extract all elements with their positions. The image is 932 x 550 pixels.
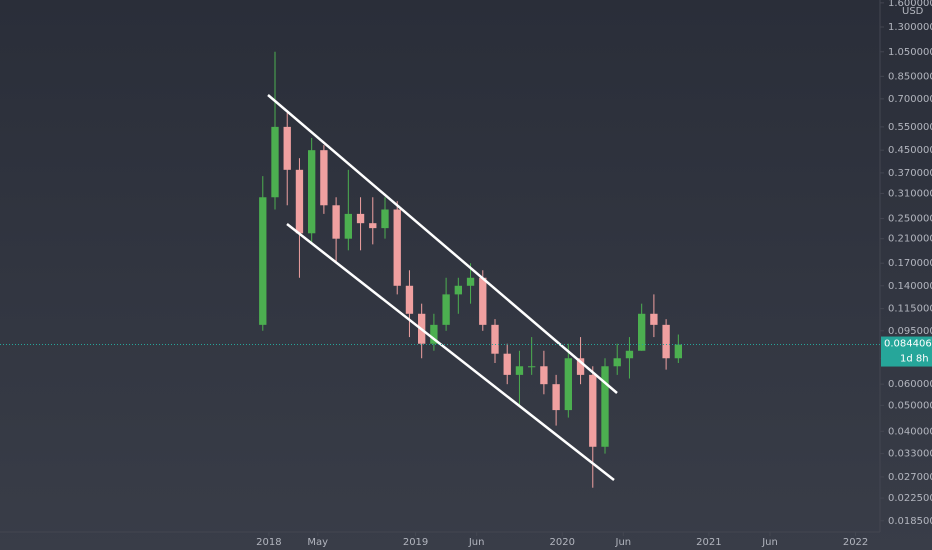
candle-body (589, 374, 597, 447)
y-tick-label: 0.01850000 (888, 516, 932, 527)
candle-body (295, 169, 304, 234)
y-tick-label: 1.30000000 (888, 22, 932, 33)
y-tick-label: 0.11500000 (888, 304, 932, 315)
y-tick-label: 0.14000000 (888, 281, 932, 292)
candle-body (552, 384, 560, 411)
candle-body (466, 277, 475, 286)
candle-body (515, 366, 524, 375)
candle-body (283, 126, 291, 170)
candle-body (638, 313, 646, 351)
y-tick-label: 0.31000000 (888, 188, 932, 199)
candle-body (308, 150, 316, 234)
y-tick-label: 0.25000000 (888, 213, 932, 224)
x-tick-label: 2020 (549, 537, 574, 548)
x-tick-label: 2018 (256, 537, 281, 548)
candle-body (491, 324, 499, 354)
x-tick-label: May (307, 537, 328, 548)
candle-body (454, 285, 462, 295)
y-tick-label: 0.02250000 (888, 493, 932, 504)
candle-body (564, 358, 572, 411)
y-tick-label: 1.60000000 (888, 0, 932, 9)
candle-body (650, 313, 658, 325)
candle-body (381, 209, 389, 229)
candle-body (271, 126, 279, 198)
last-price-label: 0.08440630 (884, 339, 932, 350)
y-tick-label: 1.05000000 (888, 47, 932, 58)
trend-line-lower (286, 223, 615, 481)
candle-body (528, 366, 536, 368)
candle-body (320, 150, 328, 206)
x-tick-label: 2019 (403, 537, 428, 548)
y-tick-label: 0.37000000 (888, 168, 932, 179)
candle-body (613, 358, 621, 367)
x-tick-label: 2022 (843, 537, 868, 548)
candle-body (344, 213, 352, 239)
candle-body (625, 350, 634, 359)
countdown-label: 1d 8h (900, 354, 929, 365)
y-tick-label: 0.09500000 (888, 326, 932, 337)
candle-body (503, 353, 511, 375)
candle-body (393, 209, 401, 286)
plot-area (259, 51, 682, 488)
candle-body (576, 358, 585, 375)
y-tick-label: 0.03300000 (888, 449, 932, 460)
y-tick-label: 0.02700000 (888, 472, 932, 483)
currency-label: USD (902, 6, 924, 17)
candle-body (356, 213, 365, 224)
y-tick-label: 0.45000000 (888, 145, 932, 156)
y-tick-label: 0.85000000 (888, 71, 932, 82)
x-tick-label: Jun (468, 537, 485, 548)
candle-body (430, 324, 438, 344)
x-tick-label: 2021 (696, 537, 721, 548)
y-tick-label: 0.70000000 (888, 94, 932, 105)
y-tick-label: 0.21000000 (888, 234, 932, 245)
candle-body (405, 285, 414, 314)
candle-body (442, 294, 450, 325)
y-tick-label: 0.06000000 (888, 379, 932, 390)
candle-body (479, 277, 487, 325)
y-tick-label: 0.04000000 (888, 426, 932, 437)
candle-body (662, 324, 670, 359)
candle-body (332, 205, 340, 239)
y-tick-label: 0.55000000 (888, 122, 932, 133)
y-tick-label: 0.05000000 (888, 400, 932, 411)
candle-body (540, 366, 548, 385)
candle-body (369, 223, 377, 229)
candle-body (259, 197, 267, 325)
x-tick-label: Jun (761, 537, 778, 548)
candle-body (674, 344, 682, 359)
last-price-box (881, 336, 932, 367)
y-tick-label: 0.17000000 (888, 258, 932, 269)
candle-body (601, 366, 609, 447)
trend-line-upper (267, 94, 618, 394)
x-tick-label: Jun (615, 537, 632, 548)
